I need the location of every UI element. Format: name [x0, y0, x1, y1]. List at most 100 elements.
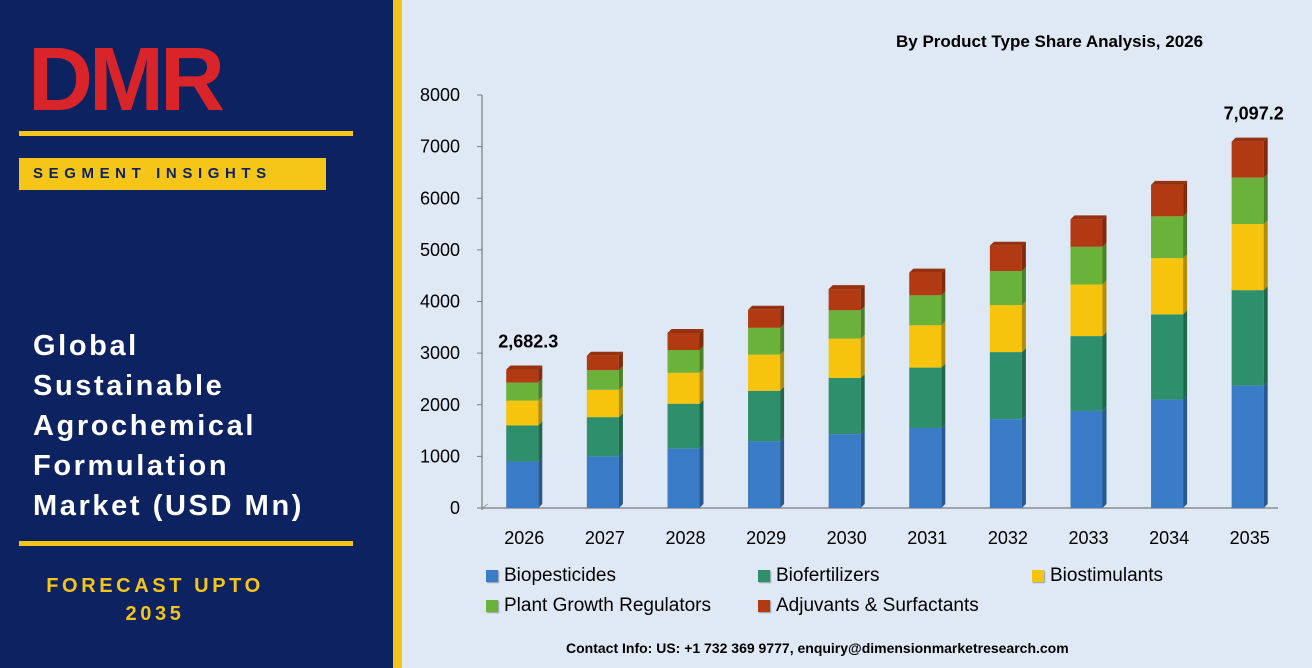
bar-segment-front	[1231, 177, 1264, 225]
bar-segment-edge	[667, 372, 670, 404]
bar-segment	[828, 334, 865, 378]
bar-segment-side	[1102, 406, 1107, 508]
legend-item-biofertilizers: Biofertilizers	[758, 564, 879, 588]
bar-segment-front	[748, 354, 781, 391]
bar-segment-side	[538, 365, 543, 383]
x-tick-label: 2029	[746, 528, 786, 548]
bar-segment-side	[1263, 173, 1268, 225]
bar-segment-front	[828, 377, 861, 435]
bar-segment	[586, 385, 623, 418]
bar-segment-front	[586, 456, 619, 508]
bar-top-cap	[828, 285, 865, 290]
bar-segment-edge	[506, 400, 509, 426]
bar-segment	[989, 267, 1026, 306]
forecast-label: FORECAST UPTO 2035	[19, 572, 291, 628]
bar-segment-front	[989, 419, 1022, 508]
bar-segment-front	[667, 448, 700, 508]
bar-top-cap	[506, 365, 543, 370]
bar-segment	[909, 291, 946, 326]
bar-segment-side	[941, 423, 946, 508]
legend-swatch	[1032, 570, 1044, 582]
bar-segment-front	[989, 245, 1022, 272]
bar-segment-front	[828, 310, 861, 339]
bar-segment-front	[506, 461, 539, 508]
bar-segment-side	[1183, 395, 1188, 508]
y-tick-label: 0	[450, 498, 460, 518]
bar-segment	[667, 346, 704, 373]
bar-segment-edge	[989, 352, 992, 420]
x-tick-label: 2030	[827, 528, 867, 548]
x-tick-label: 2034	[1149, 528, 1189, 548]
bar-segment-front	[586, 355, 619, 371]
bar-segment-edge	[828, 289, 831, 311]
bar-segment-front	[748, 441, 781, 508]
bar-segment-front	[909, 295, 942, 326]
bar-segment-edge	[1070, 246, 1073, 285]
bar-segment-front	[586, 389, 619, 418]
bar-segment	[828, 373, 865, 435]
bar-segment-front	[1070, 284, 1103, 337]
bar-top-cap	[1070, 215, 1107, 220]
bar-top-cap	[667, 328, 704, 333]
bar-segment-edge	[1151, 258, 1154, 315]
bar-segment	[748, 305, 785, 328]
bar-segment	[506, 457, 543, 508]
bar-segment-side	[538, 396, 543, 426]
chart-axes: 0 1000 2000 3000 4000 5000 6000 7000 8000	[420, 85, 1278, 518]
bar-segment-front	[989, 352, 1022, 420]
bar-segment-front	[1231, 224, 1264, 291]
bar-segment-side	[1183, 254, 1188, 315]
bar-segment	[1231, 381, 1268, 508]
forecast-line: FORECAST UPTO	[46, 575, 264, 597]
bar-segment	[1070, 406, 1107, 508]
bar-segment-edge	[586, 456, 589, 508]
market-title-line: Formulation	[33, 450, 230, 482]
bar-segment-edge	[909, 295, 912, 326]
bar-segment-edge	[828, 338, 831, 378]
bar-segment-front	[1070, 410, 1103, 508]
bar-segment-side	[1263, 381, 1268, 508]
axis-depth-line	[481, 503, 489, 509]
bar-segment	[748, 386, 785, 442]
bar-segment	[909, 423, 946, 508]
bar-segment-side	[618, 452, 623, 508]
bar-segment	[1070, 280, 1107, 337]
legend-item-adjuvants-surfactants: Adjuvants & Surfactants	[758, 594, 979, 618]
bar-segment-side	[1263, 220, 1268, 291]
bar-segment-edge	[1070, 336, 1073, 411]
bar-segment-front	[1070, 219, 1103, 247]
bar-segment	[989, 301, 1026, 353]
bar-segment-edge	[748, 354, 751, 391]
bar-segment-side	[1021, 301, 1026, 353]
bar-segment-edge	[586, 355, 589, 371]
total-value-label: 2,682.3	[498, 332, 558, 352]
bar-segment-side	[780, 437, 785, 508]
legend-label: Adjuvants & Surfactants	[776, 595, 979, 616]
y-tick-label: 4000	[420, 292, 460, 312]
bar-segment	[506, 365, 543, 383]
x-tick-label: 2031	[907, 528, 947, 548]
bar-segment-edge	[667, 332, 670, 351]
bar-segment-side	[860, 430, 865, 508]
y-tick-label: 1000	[420, 446, 460, 466]
bar-segment-edge	[909, 427, 912, 508]
bar-segment-front	[506, 369, 539, 383]
bar-segment-front	[828, 434, 861, 508]
bar-segment-front	[748, 309, 781, 328]
x-tick-label: 2033	[1068, 528, 1108, 548]
bar-segment-edge	[1231, 141, 1234, 178]
bar-segment-edge	[1151, 314, 1154, 400]
bar-segment-front	[506, 400, 539, 426]
bar-segment-side	[699, 328, 704, 351]
bar-segment-side	[860, 334, 865, 378]
bar-segment	[667, 399, 704, 449]
bar-segment-edge	[586, 370, 589, 390]
bar-segment	[586, 366, 623, 390]
legend-label: Biofertilizers	[776, 565, 880, 586]
bar-segment	[506, 396, 543, 426]
bar-segment-front	[909, 427, 942, 508]
bar-segment-side	[699, 444, 704, 508]
bar-segment-front	[667, 372, 700, 404]
x-tick-label: 2027	[585, 528, 625, 548]
chart-legend: Biopesticides Biofertilizers Biostimulan…	[486, 564, 1246, 628]
